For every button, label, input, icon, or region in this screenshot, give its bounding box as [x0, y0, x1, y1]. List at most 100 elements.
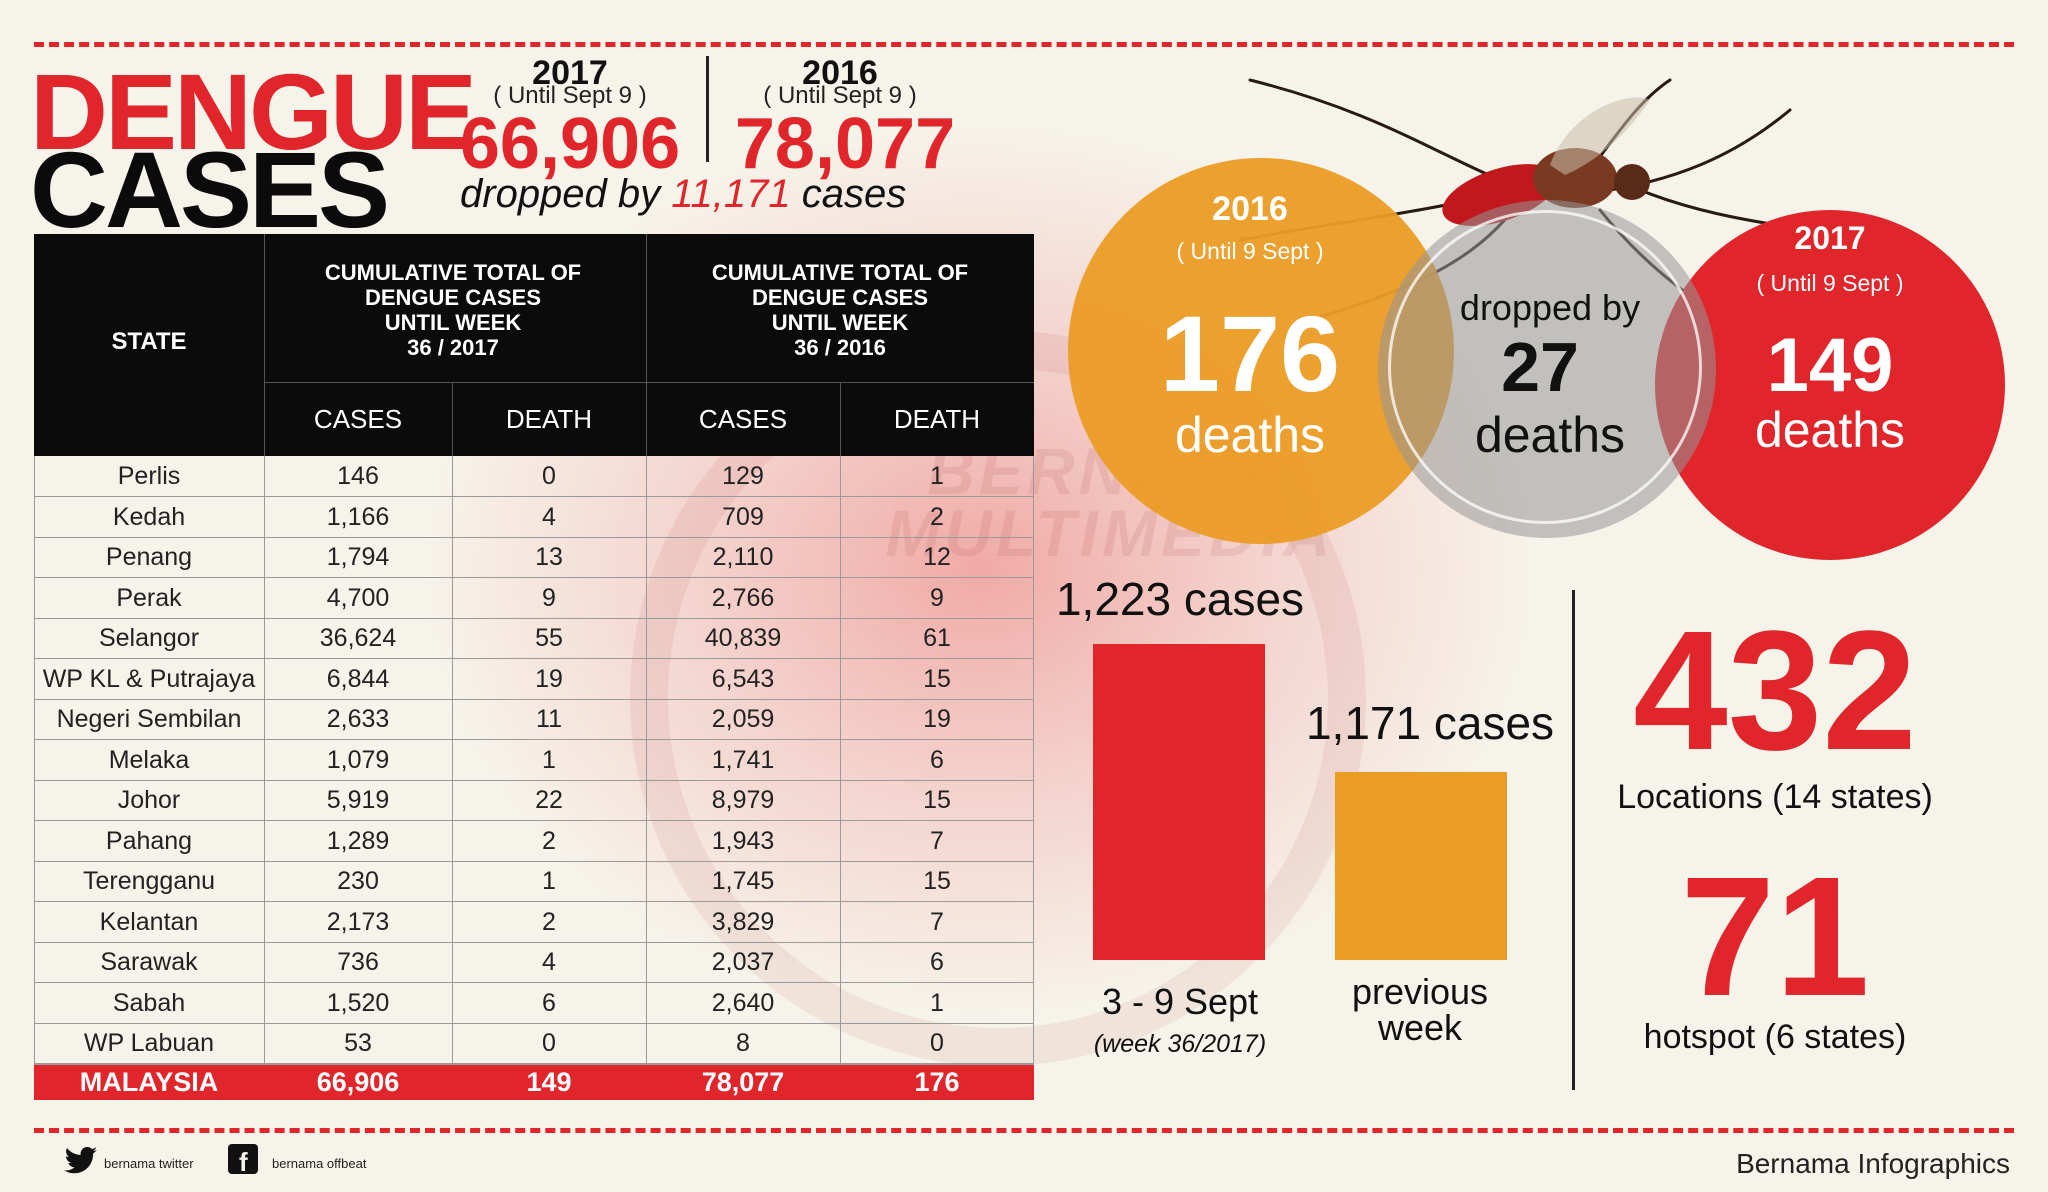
header-col-rule — [840, 382, 841, 456]
column-rule — [646, 901, 647, 942]
death-2016-cell: 6 — [930, 745, 944, 774]
column-rule — [452, 699, 453, 739]
cases-2017-cell: 2,173 — [326, 907, 390, 936]
mosquito-leg — [1248, 78, 1502, 182]
column-rule — [840, 456, 841, 496]
column-rule — [840, 901, 841, 942]
cases-2017-cell: 230 — [337, 867, 379, 895]
death-2016-cell: 15 — [923, 664, 951, 693]
locations-number: 432 — [1633, 596, 1917, 786]
twitter-icon[interactable] — [64, 1146, 98, 1176]
death-2017-cell: 55 — [535, 624, 563, 652]
column-rule — [452, 658, 453, 699]
state-cell: Kelantan — [99, 907, 199, 936]
death-2017-cell: 19 — [535, 664, 563, 693]
column-rule — [646, 1023, 647, 1063]
total-cases-2017-cell: 66,906 — [316, 1066, 400, 1097]
cases-2016-cell: 2,037 — [711, 948, 775, 976]
cases-2016-cell: 1,943 — [711, 826, 775, 855]
until-2017: ( Until Sept 9 ) — [493, 82, 647, 109]
cases-2017-cell: 2,633 — [326, 705, 390, 733]
header-col-rule — [452, 382, 453, 456]
deaths-2017-year: 2017 — [1794, 220, 1866, 256]
table-row: Negeri Sembilan 2,633 11 2,059 19 — [34, 699, 1034, 740]
column-rule — [646, 456, 647, 496]
column-rule — [264, 780, 265, 820]
state-header: STATE — [111, 328, 187, 355]
header-rule — [264, 382, 1034, 383]
brand-label: Bernama Infographics — [1736, 1148, 2010, 1179]
deaths-2016-until: ( Until 9 Sept ) — [1176, 238, 1324, 264]
facebook-label[interactable]: bernama offbeat — [272, 1156, 367, 1171]
table-row: Sabah 1,520 6 2,640 1 — [34, 982, 1034, 1024]
column-rule — [840, 496, 841, 537]
cases-2016-cell: 709 — [722, 502, 764, 531]
facebook-icon[interactable]: f — [228, 1144, 258, 1175]
column-rule — [264, 942, 265, 982]
total-state-cell: MALAYSIA — [79, 1066, 219, 1097]
state-cell: Pahang — [105, 826, 193, 855]
title-dengue: DENGUE — [30, 51, 477, 172]
total-cases-2016-cell: 78,077 — [701, 1066, 785, 1097]
cases-2016-cell: 1,745 — [711, 867, 775, 895]
state-cell: Terengganu — [82, 867, 216, 895]
column-rule — [840, 699, 841, 739]
cases-2017-cell: 5,919 — [326, 786, 390, 814]
death-2017-cell: 2 — [542, 826, 556, 855]
column-rule — [452, 901, 453, 942]
table-border — [34, 456, 1034, 1065]
table-row: Penang 1,794 13 2,110 12 — [34, 537, 1034, 578]
column-rule — [646, 699, 647, 739]
column-rule — [646, 739, 647, 780]
cases-2017-cell: 146 — [337, 462, 379, 490]
table-row: Perlis 146 0 129 1 — [34, 456, 1034, 497]
total-row: MALAYSIA 66,906 149 78,077 176 — [34, 1063, 1034, 1100]
bar-value-label-week36: 1,223 cases — [1055, 573, 1305, 625]
cases-2016-cell: 1,741 — [711, 745, 775, 774]
death-2016-cell: 61 — [923, 624, 951, 652]
cases-2017-cell: 1,520 — [326, 988, 390, 1017]
cases-2016-cell: 8 — [736, 1029, 750, 1057]
locations-label: Locations (14 states) — [1617, 778, 1933, 816]
column-rule — [452, 577, 453, 618]
column-rule — [452, 861, 453, 901]
column-rule — [840, 780, 841, 820]
cases-2016-cell: 8,979 — [711, 786, 775, 814]
table-row: Pahang 1,289 2 1,943 7 — [34, 820, 1034, 862]
death-2017-cell: 0 — [542, 1029, 556, 1057]
cases-2016: 78,077 — [734, 104, 956, 184]
table-row: Johor 5,919 22 8,979 15 — [34, 780, 1034, 821]
state-cell: Selangor — [98, 624, 200, 652]
column-rule — [646, 618, 647, 658]
column-rule — [452, 537, 453, 577]
column-rule — [264, 456, 265, 496]
deaths-2016-number: 176 — [1159, 293, 1341, 414]
twitter-label[interactable]: bernama twitter — [104, 1156, 194, 1171]
mosquito-wing — [1550, 97, 1650, 175]
cases-2017-cell: 1,289 — [326, 826, 390, 855]
column-rule — [840, 537, 841, 577]
header-col-rule — [264, 234, 265, 456]
death-2016-cell: 9 — [930, 583, 944, 612]
state-cell: Perak — [116, 583, 182, 612]
column-rule — [646, 780, 647, 820]
death-2017-cell: 13 — [535, 543, 563, 571]
death-2017-cell: 1 — [542, 867, 556, 895]
state-cell: Sarawak — [100, 948, 198, 976]
cases-2017-cell: 1,079 — [326, 745, 390, 774]
bar-previous-week — [1335, 772, 1507, 960]
cases-2016-cell: 2,059 — [711, 705, 775, 733]
group-header-2017: CUMULATIVE TOTAL OF DENGUE CASES UNTIL W… — [324, 260, 582, 360]
death-2016-cell: 6 — [930, 948, 944, 976]
title-cases: CASES — [30, 129, 390, 250]
cases-2016-cell: 3,829 — [711, 907, 775, 936]
table-row: Kelantan 2,173 2 3,829 7 — [34, 901, 1034, 943]
column-rule — [840, 982, 841, 1023]
table-row: Perak 4,700 9 2,766 9 — [34, 577, 1034, 619]
table-row: WP KL & Putrajaya 6,844 19 6,543 15 — [34, 658, 1034, 700]
state-cell: Melaka — [108, 745, 190, 774]
sub-header-death-2017: DEATH — [505, 404, 593, 434]
column-rule — [840, 1023, 841, 1063]
dropped-deaths-number: 27 — [1501, 328, 1579, 406]
dropped-deaths-prefix: dropped by — [1459, 287, 1641, 328]
